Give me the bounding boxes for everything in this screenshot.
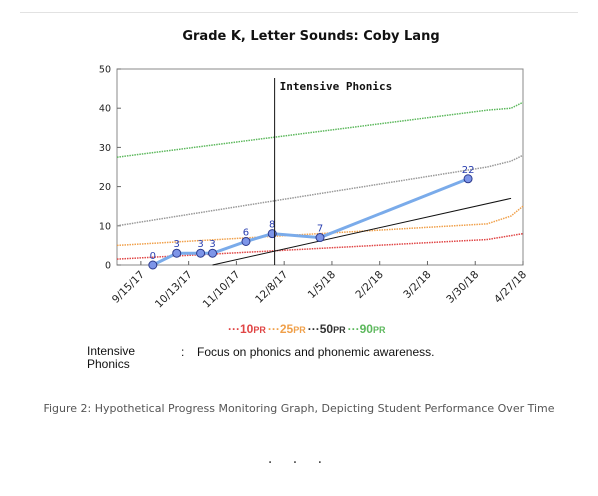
x-tick-label: 4/27/18 bbox=[492, 269, 529, 306]
x-tick-label: 3/30/18 bbox=[444, 269, 481, 306]
x-tick-label: 11/10/17 bbox=[201, 269, 243, 311]
x-axis-ticks: 9/15/17 10/13/17 11/10/17 12/8/17 1/5/18 2/2/… bbox=[110, 261, 529, 310]
data-point-label: 3 bbox=[197, 239, 203, 250]
chart-series: 03 3 368 722 bbox=[116, 101, 524, 270]
data-point-label: 7 bbox=[317, 224, 323, 235]
data-point-label: 6 bbox=[243, 227, 249, 238]
legend-value: 10 bbox=[240, 322, 254, 336]
legend-pr: PR bbox=[253, 325, 266, 335]
x-tick-label: 10/13/17 bbox=[153, 269, 195, 311]
y-tick-label: 50 bbox=[99, 65, 111, 76]
data-point bbox=[196, 248, 206, 258]
note-term: Intensive Phonics bbox=[87, 344, 136, 371]
y-tick-label: 20 bbox=[99, 182, 111, 193]
trend-line bbox=[212, 197, 512, 266]
legend-dots: ··· bbox=[307, 322, 320, 336]
legend-pr: PR bbox=[333, 325, 346, 335]
progress-chart: Grade K, Letter Sounds: Coby Lang 0 10 20 3… bbox=[99, 29, 529, 310]
legend-item: ···10PR bbox=[228, 322, 266, 336]
series-line-50PR bbox=[116, 154, 524, 227]
data-point bbox=[241, 236, 251, 246]
data-point-label: 0 bbox=[150, 251, 156, 262]
legend-value: 50 bbox=[319, 322, 334, 336]
y-tick-label: 30 bbox=[99, 143, 111, 154]
legend-item: ···25PR bbox=[268, 322, 306, 336]
x-tick-label: 1/5/18 bbox=[306, 269, 338, 301]
data-point bbox=[315, 233, 325, 243]
series-line-10PR bbox=[116, 232, 524, 260]
annotation: Intensive Phonics bbox=[274, 78, 393, 265]
x-tick-label: 2/2/18 bbox=[353, 269, 385, 301]
data-point bbox=[172, 248, 182, 258]
data-point bbox=[463, 174, 473, 184]
x-tick-label: 3/2/18 bbox=[401, 269, 433, 301]
chart-legend: ···10PR ···25PR ···50PR ···90PR bbox=[228, 322, 388, 336]
y-tick-label: 40 bbox=[99, 104, 111, 115]
y-tick-label: 0 bbox=[105, 261, 111, 272]
x-tick-label: 9/15/17 bbox=[110, 269, 147, 306]
chart-title: Grade K, Letter Sounds: Coby Lang bbox=[182, 29, 439, 44]
y-axis-ticks: 0 10 20 30 40 50 bbox=[99, 65, 121, 272]
data-point bbox=[148, 260, 158, 270]
note-definition: Focus on phonics and phonemic awareness. bbox=[197, 345, 435, 359]
data-point-label: 3 bbox=[174, 239, 180, 250]
intervention-label: Intensive Phonics bbox=[280, 80, 393, 93]
series-line-90PR bbox=[116, 101, 524, 158]
legend-dots: ··· bbox=[347, 322, 360, 336]
section-separator: · · · bbox=[267, 455, 331, 471]
legend-pr: PR bbox=[372, 325, 386, 335]
legend-dots: ··· bbox=[228, 322, 240, 336]
data-point-label: 3 bbox=[209, 239, 215, 250]
legend-value: 25 bbox=[279, 322, 294, 336]
legend-pr: PR bbox=[293, 325, 306, 335]
legend-value: 90 bbox=[359, 322, 373, 336]
plot-area bbox=[116, 68, 524, 266]
y-tick-label: 10 bbox=[99, 221, 111, 232]
legend-item: ···90PR bbox=[348, 322, 386, 336]
legend-dots: ··· bbox=[267, 322, 280, 336]
data-point bbox=[208, 248, 218, 258]
figure-caption: Figure 2: Hypothetical Progress Monitori… bbox=[43, 402, 555, 415]
note-colon: : bbox=[181, 345, 185, 359]
x-tick-label: 12/8/17 bbox=[253, 269, 290, 306]
top-divider bbox=[20, 12, 578, 13]
data-point-label: 8 bbox=[269, 220, 275, 231]
legend-item: ···50PR bbox=[308, 322, 346, 336]
data-point-label: 22 bbox=[462, 165, 475, 176]
